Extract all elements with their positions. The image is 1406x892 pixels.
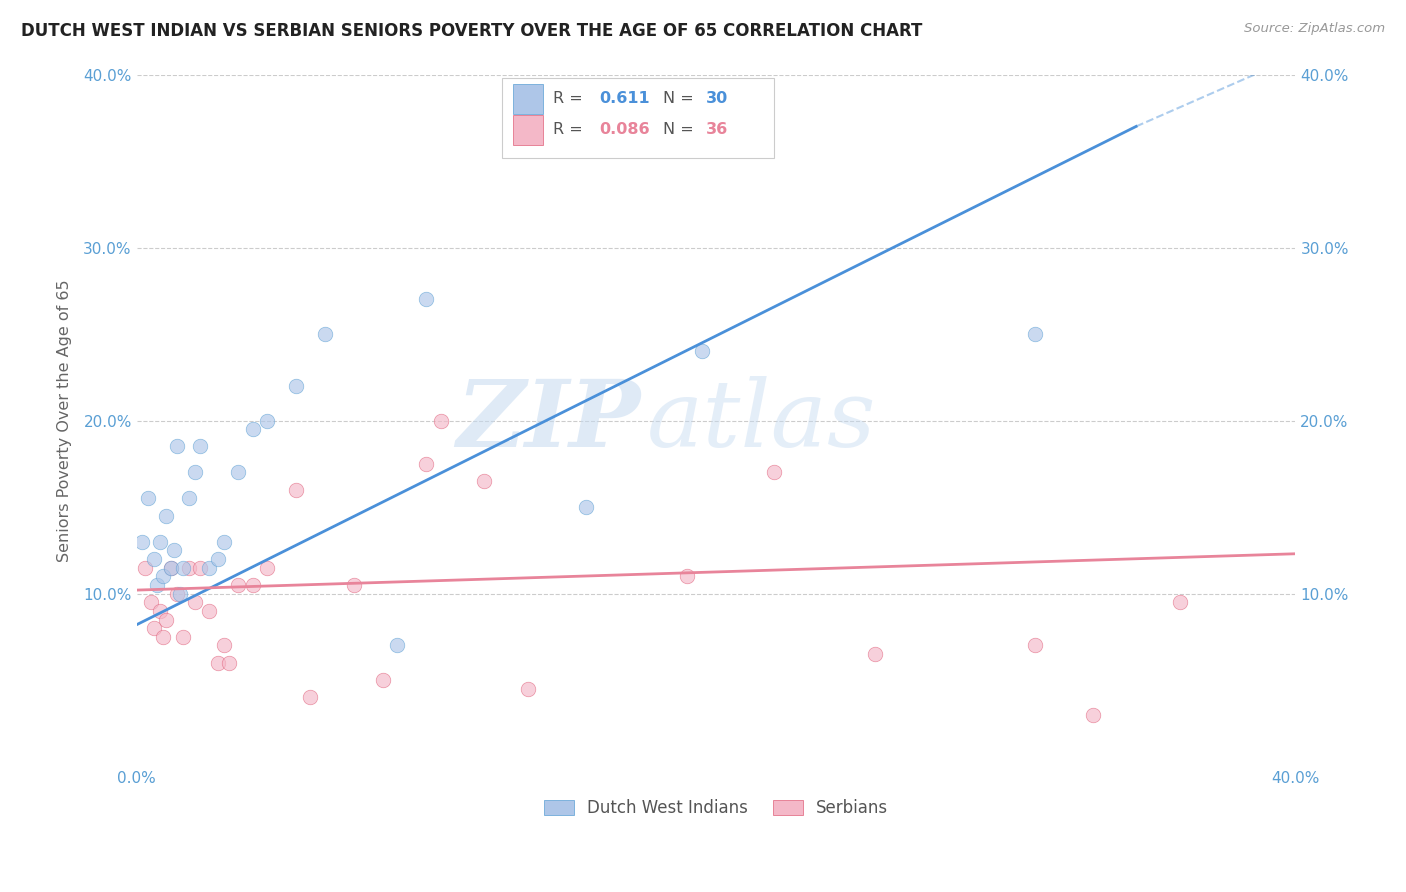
Y-axis label: Seniors Poverty Over the Age of 65: Seniors Poverty Over the Age of 65 [58, 279, 72, 562]
Point [139, 595, 162, 609]
Point [299, 690, 322, 705]
Point [676, 569, 699, 583]
Point [314, 326, 336, 341]
Point [143, 621, 166, 635]
Point [242, 578, 264, 592]
Point [160, 560, 183, 574]
Point [163, 543, 186, 558]
Point [149, 534, 172, 549]
Point [218, 656, 240, 670]
Point [1168, 595, 1191, 609]
Text: R =: R = [553, 91, 588, 106]
Point [242, 422, 264, 436]
Point [575, 500, 598, 514]
Text: N =: N = [662, 122, 699, 137]
FancyBboxPatch shape [502, 78, 773, 158]
Point [155, 613, 177, 627]
Point [415, 457, 437, 471]
Point [198, 604, 221, 618]
Text: ZIP: ZIP [457, 376, 641, 466]
Text: atlas: atlas [647, 376, 876, 466]
Point [172, 560, 194, 574]
Point [172, 630, 194, 644]
Text: 0.611: 0.611 [599, 91, 650, 106]
Point [190, 440, 212, 454]
Point [207, 552, 229, 566]
Point [166, 586, 188, 600]
Point [146, 578, 169, 592]
Point [155, 508, 177, 523]
Point [285, 379, 308, 393]
Point [226, 466, 249, 480]
Text: 0.086: 0.086 [599, 122, 650, 137]
Text: 36: 36 [706, 122, 728, 137]
Text: 30: 30 [706, 91, 728, 106]
Point [134, 560, 156, 574]
Point [343, 578, 366, 592]
Point [865, 647, 887, 661]
Point [1024, 639, 1046, 653]
Point [371, 673, 394, 687]
FancyBboxPatch shape [513, 115, 543, 145]
FancyBboxPatch shape [513, 84, 543, 114]
Point [472, 474, 495, 488]
Point [152, 569, 174, 583]
Point [502, 94, 524, 108]
Point [136, 491, 159, 506]
Point [285, 483, 308, 497]
Point [166, 440, 188, 454]
Text: DUTCH WEST INDIAN VS SERBIAN SENIORS POVERTY OVER THE AGE OF 65 CORRELATION CHAR: DUTCH WEST INDIAN VS SERBIAN SENIORS POV… [21, 22, 922, 40]
Point [207, 656, 229, 670]
Point [177, 560, 200, 574]
Point [198, 560, 221, 574]
Legend: Dutch West Indians, Serbians: Dutch West Indians, Serbians [537, 793, 896, 824]
Text: Source: ZipAtlas.com: Source: ZipAtlas.com [1244, 22, 1385, 36]
Point [183, 595, 205, 609]
Point [177, 491, 200, 506]
Point [169, 586, 191, 600]
Text: N =: N = [662, 91, 699, 106]
Point [143, 552, 166, 566]
Point [212, 534, 235, 549]
Point [160, 560, 183, 574]
Point [1024, 326, 1046, 341]
Point [690, 344, 713, 359]
Text: R =: R = [553, 122, 588, 137]
Point [183, 466, 205, 480]
Point [226, 578, 249, 592]
Point [149, 604, 172, 618]
Point [762, 466, 785, 480]
Point [190, 560, 212, 574]
Point [212, 639, 235, 653]
Point [131, 534, 153, 549]
Point [387, 639, 409, 653]
Point [430, 413, 453, 427]
Point [1081, 707, 1104, 722]
Point [152, 630, 174, 644]
Point [415, 293, 437, 307]
Point [256, 560, 278, 574]
Point [256, 413, 278, 427]
Point [516, 681, 538, 696]
